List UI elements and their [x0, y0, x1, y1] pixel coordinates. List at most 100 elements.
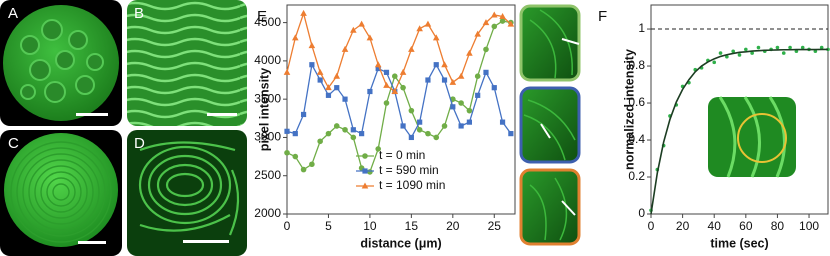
marker [292, 153, 299, 160]
marker [325, 84, 332, 91]
marker [458, 123, 464, 129]
marker [433, 62, 439, 68]
marker [316, 68, 324, 75]
marker [325, 130, 332, 137]
marker [417, 119, 423, 125]
marker [483, 46, 489, 53]
y-tick-label: 0.2 [628, 169, 645, 183]
marker [508, 131, 514, 137]
panel-label: C [8, 135, 19, 152]
marker [350, 134, 357, 141]
marker [449, 78, 457, 85]
marker [341, 45, 349, 52]
y-tick-label: 0.4 [628, 132, 645, 146]
x-tick-label: 5 [325, 219, 332, 233]
marker [400, 123, 406, 129]
marker [491, 85, 497, 91]
marker [466, 119, 472, 125]
marker [383, 69, 390, 75]
marker [756, 45, 761, 50]
marker [466, 49, 473, 56]
marker [383, 100, 390, 106]
marker [284, 128, 290, 134]
marker [374, 61, 382, 68]
y-tick-label: 0.6 [628, 95, 645, 109]
marker [475, 92, 481, 98]
panel-label: A [8, 5, 18, 22]
marker [284, 149, 290, 156]
marker [425, 77, 431, 83]
series-line [650, 48, 828, 215]
marker [433, 134, 440, 141]
marker [457, 72, 465, 79]
y-axis-title: pixel intensity [257, 68, 271, 151]
marker [334, 85, 340, 91]
marker [350, 127, 356, 133]
marker [737, 53, 742, 57]
marker [292, 131, 298, 137]
marker [775, 45, 780, 50]
marker [361, 182, 369, 189]
marker [425, 130, 431, 137]
micrograph-a [0, 0, 122, 126]
marker [309, 62, 315, 68]
marker [408, 107, 415, 114]
marker [391, 88, 399, 95]
thumbnail [519, 168, 581, 246]
legend-label: t = 590 min [379, 163, 439, 177]
x-tick-label: 25 [488, 219, 502, 233]
y-tick-label: 4500 [254, 15, 281, 29]
micrograph-c [0, 130, 122, 256]
marker [482, 19, 490, 26]
marker [483, 69, 489, 75]
marker [333, 72, 341, 79]
plot-frame [286, 4, 516, 215]
marker [375, 146, 382, 152]
y-tick-label: 1 [638, 21, 645, 35]
marker [441, 123, 448, 129]
marker [400, 84, 406, 91]
marker [383, 81, 390, 88]
y-tick-label: 3500 [254, 91, 281, 105]
x-tick-label: 0 [648, 219, 655, 233]
marker [744, 47, 748, 52]
x-tick-label: 100 [799, 219, 819, 233]
marker [342, 126, 348, 133]
marker [432, 34, 440, 41]
marker [308, 42, 316, 49]
marker [725, 54, 729, 59]
marker [408, 134, 414, 141]
marker [375, 65, 381, 72]
x-tick-label: 20 [676, 219, 690, 233]
y-axis-title: normalized intensity [622, 49, 636, 170]
marker [507, 20, 515, 27]
marker [399, 68, 407, 75]
marker [300, 111, 307, 118]
marker [358, 20, 365, 27]
marker [800, 45, 805, 50]
inset-image [708, 96, 796, 178]
marker [350, 26, 357, 33]
marker [317, 77, 323, 83]
y-tick-label: 0 [638, 206, 645, 220]
marker [781, 51, 786, 55]
panel-label: D [134, 135, 145, 152]
marker [450, 104, 456, 110]
y-tick-label: 3000 [254, 130, 281, 144]
marker [367, 88, 373, 95]
micrograph-b [127, 0, 247, 126]
marker [362, 168, 368, 174]
marker [750, 51, 754, 55]
series-line [286, 11, 512, 93]
marker [466, 107, 473, 114]
marker [300, 166, 307, 173]
marker [424, 20, 432, 27]
marker [491, 23, 498, 30]
x-tick-label: 15 [405, 219, 419, 233]
x-tick-label: 40 [708, 219, 722, 233]
marker [291, 34, 299, 41]
marker [408, 45, 415, 52]
x-tick-label: 80 [771, 219, 785, 233]
marker [712, 60, 717, 65]
